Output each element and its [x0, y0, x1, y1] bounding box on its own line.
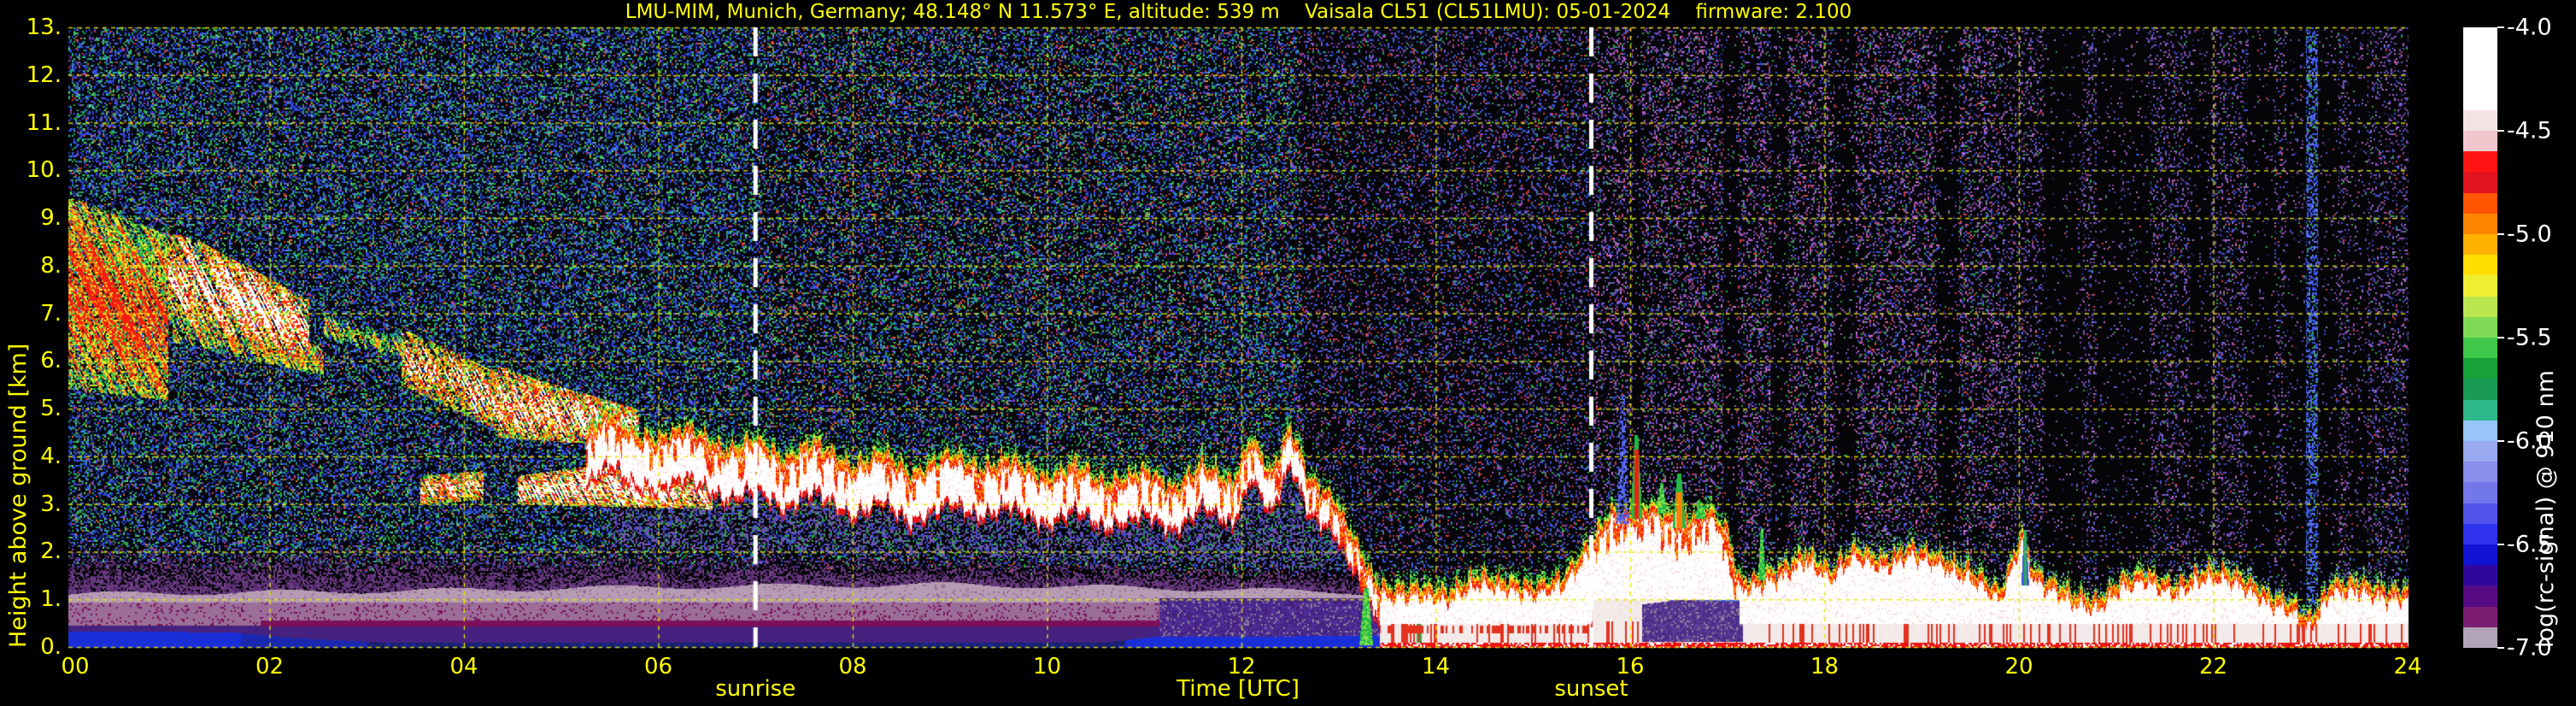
colorbar-label: log(rc-signal) @ 910 nm [2532, 370, 2559, 648]
colorbar-band [2463, 606, 2497, 627]
colorbar-tick-mark [2497, 130, 2504, 132]
x-tick-label: 08 [838, 654, 867, 680]
y-tick-label: 10. [26, 157, 62, 184]
y-tick-label: 7. [40, 300, 62, 327]
colorbar [2463, 27, 2497, 649]
y-tick-label: 3. [40, 491, 62, 517]
x-tick-label: 12 [1227, 654, 1256, 680]
y-tick-label: 1. [40, 586, 62, 613]
x-tick-label: 10 [1032, 654, 1062, 680]
y-tick-label: 2. [40, 538, 62, 565]
y-tick-label: 6. [40, 348, 62, 374]
colorbar-band [2463, 523, 2497, 545]
colorbar-band [2463, 151, 2497, 173]
colorbar-tick-label: -5.0 [2507, 221, 2552, 248]
x-tick-label: 24 [2393, 654, 2422, 680]
y-tick-label: 9. [40, 205, 62, 232]
colorbar-band [2463, 420, 2497, 442]
y-tick-label: 4. [40, 443, 62, 469]
colorbar-tick-label: -4.5 [2507, 117, 2552, 144]
colorbar-band [2463, 482, 2497, 503]
colorbar-band [2463, 296, 2497, 317]
colorbar-tick-label: -4.0 [2507, 14, 2552, 41]
colorbar-band [2463, 441, 2497, 462]
colorbar-tick-mark [2497, 233, 2504, 235]
sunset-label: sunset [1554, 676, 1628, 702]
colorbar-band [2463, 89, 2497, 110]
colorbar-band [2463, 544, 2497, 566]
colorbar-tick-mark [2497, 440, 2504, 442]
colorbar-band [2463, 213, 2497, 235]
colorbar-band [2463, 379, 2497, 400]
y-tick-label: 5. [40, 396, 62, 422]
x-tick-label: 00 [61, 654, 90, 680]
colorbar-band [2463, 275, 2497, 297]
colorbar-band [2463, 399, 2497, 421]
x-tick-label: 02 [255, 654, 285, 680]
colorbar-tick-label: -6.0 [2507, 427, 2552, 455]
colorbar-tick-mark [2497, 26, 2504, 28]
sunrise-label: sunrise [715, 676, 796, 702]
colorbar-band [2463, 503, 2497, 524]
colorbar-tick-mark [2497, 647, 2504, 649]
colorbar-band [2463, 48, 2497, 69]
colorbar-band [2463, 627, 2497, 649]
colorbar-band [2463, 255, 2497, 276]
x-tick-label: 16 [1616, 654, 1645, 680]
colorbar-band [2463, 192, 2497, 214]
page-title: LMU-MIM, Munich, Germany; 48.148° N 11.5… [625, 1, 1852, 23]
colorbar-tick-label: -7.0 [2507, 634, 2552, 662]
colorbar-band [2463, 585, 2497, 607]
colorbar-band [2463, 27, 2497, 49]
colorbar-band [2463, 68, 2497, 90]
x-tick-label: 22 [2198, 654, 2228, 680]
y-tick-label: 8. [40, 252, 62, 279]
colorbar-tick-mark [2497, 337, 2504, 338]
colorbar-band [2463, 172, 2497, 193]
colorbar-band [2463, 131, 2497, 152]
x-tick-label: 06 [643, 654, 673, 680]
x-tick-label: 04 [449, 654, 478, 680]
colorbar-band [2463, 316, 2497, 338]
colorbar-band [2463, 234, 2497, 256]
colorbar-tick-mark [2497, 544, 2504, 545]
colorbar-band [2463, 109, 2497, 132]
y-tick-label: 11. [26, 109, 62, 136]
y-tick-label: 0. [40, 634, 62, 660]
x-tick-label: 18 [1810, 654, 1840, 680]
y-tick-label: 13. [26, 15, 62, 41]
colorbar-band [2463, 462, 2497, 483]
x-tick-label: 14 [1421, 654, 1451, 680]
colorbar-band [2463, 338, 2497, 359]
x-axis-label: Time [UTC] [1177, 676, 1300, 702]
y-tick-label: 12. [26, 62, 62, 88]
colorbar-band [2463, 565, 2497, 586]
colorbar-tick-label: -6.5 [2507, 531, 2552, 558]
colorbar-band [2463, 358, 2497, 379]
colorbar-tick-label: -5.5 [2507, 324, 2552, 351]
x-tick-label: 20 [2004, 654, 2033, 680]
